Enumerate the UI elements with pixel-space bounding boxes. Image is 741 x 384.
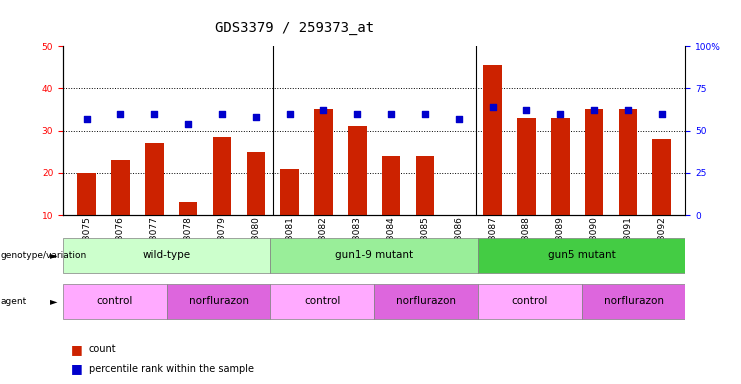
Text: ►: ► bbox=[50, 250, 57, 260]
Bar bbox=[111, 160, 130, 215]
Point bbox=[250, 114, 262, 120]
Bar bbox=[270, 238, 478, 273]
Point bbox=[81, 116, 93, 122]
Bar bbox=[63, 238, 270, 273]
Bar bbox=[314, 109, 333, 215]
Bar bbox=[652, 139, 671, 215]
Text: GDS3379 / 259373_at: GDS3379 / 259373_at bbox=[215, 21, 374, 35]
Text: norflurazon: norflurazon bbox=[396, 296, 456, 306]
Text: percentile rank within the sample: percentile rank within the sample bbox=[89, 364, 254, 374]
Point bbox=[487, 104, 499, 110]
Text: count: count bbox=[89, 344, 116, 354]
Text: control: control bbox=[96, 296, 133, 306]
Bar bbox=[416, 156, 434, 215]
Point bbox=[318, 107, 330, 113]
Point bbox=[148, 111, 160, 117]
Bar bbox=[280, 169, 299, 215]
Point bbox=[284, 111, 296, 117]
Bar bbox=[382, 156, 400, 215]
Point bbox=[554, 111, 566, 117]
Text: ►: ► bbox=[50, 296, 57, 306]
Bar bbox=[270, 284, 374, 319]
Text: genotype/variation: genotype/variation bbox=[1, 251, 87, 260]
Bar bbox=[77, 173, 96, 215]
Point bbox=[182, 121, 194, 127]
Point bbox=[115, 111, 127, 117]
Text: norflurazon: norflurazon bbox=[604, 296, 663, 306]
Point bbox=[216, 111, 228, 117]
Point bbox=[656, 111, 668, 117]
Bar bbox=[374, 284, 478, 319]
Bar bbox=[478, 238, 685, 273]
Text: control: control bbox=[304, 296, 341, 306]
Text: gun1-9 mutant: gun1-9 mutant bbox=[335, 250, 413, 260]
Point bbox=[419, 111, 431, 117]
Point bbox=[520, 107, 532, 113]
Text: norflurazon: norflurazon bbox=[189, 296, 248, 306]
Bar bbox=[619, 109, 637, 215]
Point bbox=[385, 111, 397, 117]
Bar bbox=[483, 65, 502, 215]
Text: control: control bbox=[511, 296, 548, 306]
Bar bbox=[478, 284, 582, 319]
Bar bbox=[167, 284, 270, 319]
Text: gun5 mutant: gun5 mutant bbox=[548, 250, 616, 260]
Bar bbox=[63, 284, 167, 319]
Bar bbox=[145, 143, 164, 215]
Bar bbox=[179, 202, 197, 215]
Bar bbox=[551, 118, 570, 215]
Text: ■: ■ bbox=[70, 343, 82, 356]
Text: agent: agent bbox=[1, 297, 27, 306]
Bar bbox=[585, 109, 603, 215]
Bar bbox=[517, 118, 536, 215]
Text: wild-type: wild-type bbox=[143, 250, 190, 260]
Point bbox=[351, 111, 363, 117]
Bar bbox=[213, 137, 231, 215]
Point bbox=[588, 107, 600, 113]
Text: ■: ■ bbox=[70, 362, 82, 375]
Bar bbox=[247, 152, 265, 215]
Bar bbox=[582, 284, 685, 319]
Point bbox=[622, 107, 634, 113]
Bar bbox=[348, 126, 367, 215]
Point bbox=[453, 116, 465, 122]
